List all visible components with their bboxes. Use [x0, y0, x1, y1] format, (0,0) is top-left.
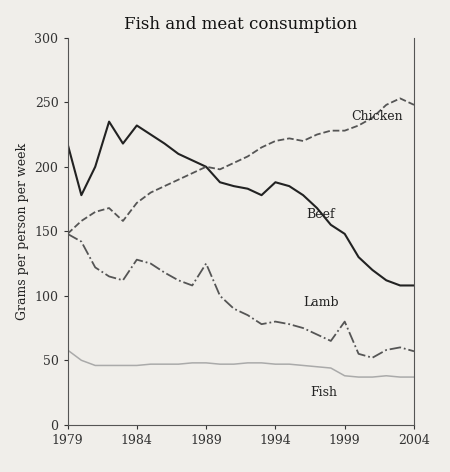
- Text: Beef: Beef: [306, 208, 334, 221]
- Text: Chicken: Chicken: [351, 110, 403, 123]
- Text: Fish: Fish: [310, 387, 337, 399]
- Y-axis label: Grams per person per week: Grams per person per week: [16, 143, 29, 320]
- Title: Fish and meat consumption: Fish and meat consumption: [124, 17, 357, 34]
- Text: Lamb: Lamb: [303, 296, 339, 309]
